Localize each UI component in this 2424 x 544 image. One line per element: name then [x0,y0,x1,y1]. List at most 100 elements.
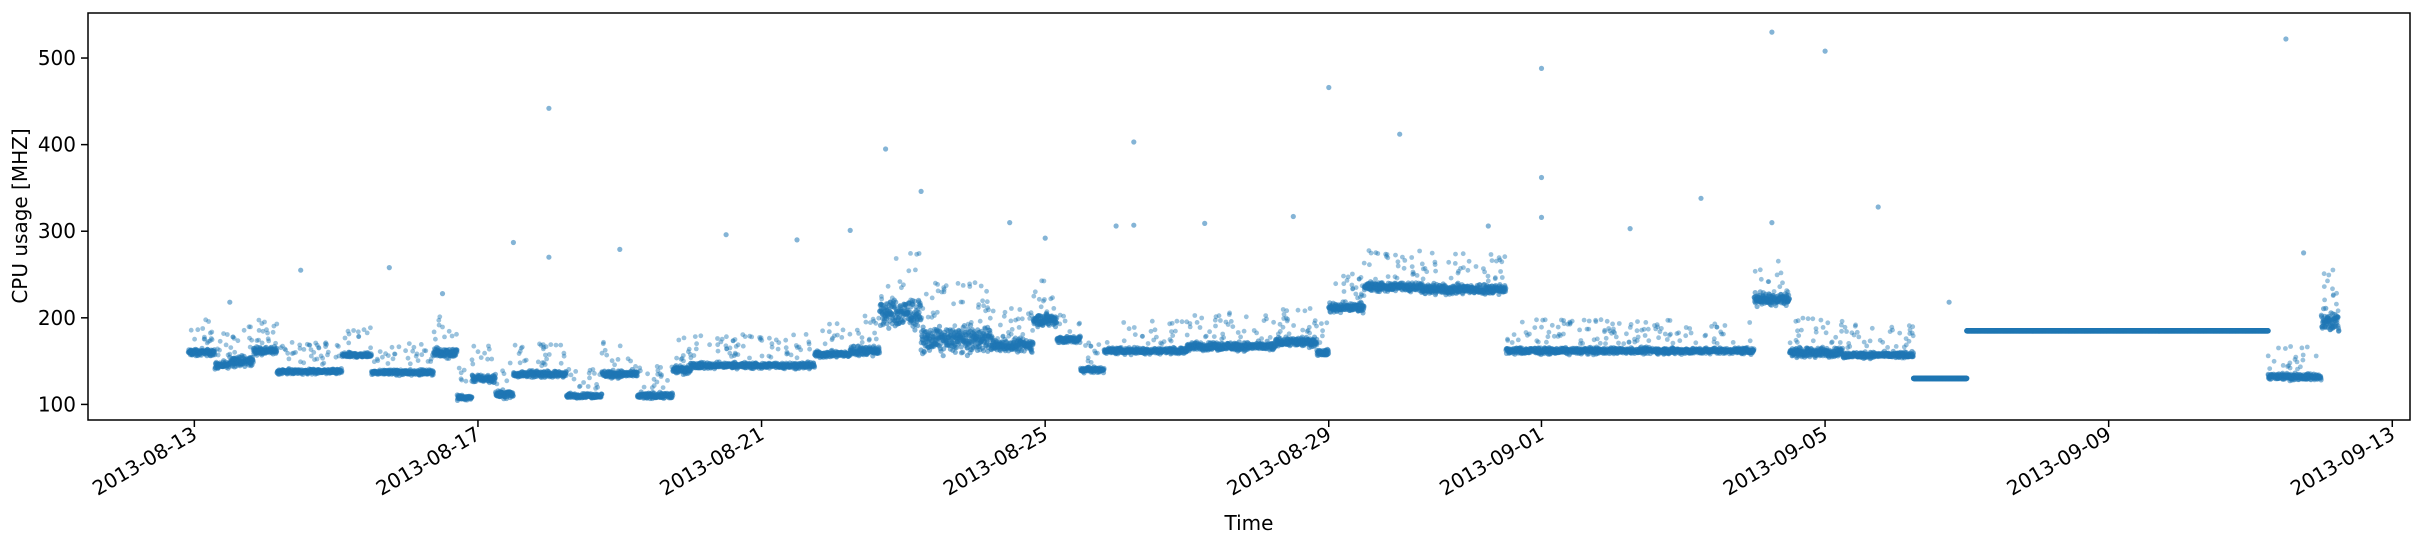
data-point [735,352,741,357]
data-point [1042,297,1047,302]
data-point [535,359,541,365]
data-point [224,332,230,337]
data-point [204,340,210,346]
data-point [1267,335,1273,340]
data-point [628,358,633,364]
data-point [415,358,421,363]
data-point [482,350,487,356]
data-point [431,329,437,335]
data-point [355,329,361,335]
data-point [475,349,481,355]
data-point [742,334,748,339]
data-point [209,337,215,343]
data-point [368,345,373,351]
data-point [921,349,927,355]
data-point [320,355,325,361]
data-point [192,336,198,342]
data-point [727,345,733,351]
data-point [561,353,567,359]
data-point [437,314,443,320]
data-point [960,299,966,305]
data-point [923,291,929,297]
data-point [368,325,373,331]
data-point [806,341,812,347]
data-point [301,360,307,366]
data-point [577,383,583,389]
data-point [783,337,789,343]
data-point [351,328,356,333]
data-point [951,301,956,307]
data-point [1038,304,1044,310]
data-point [859,340,865,345]
data-point [1241,328,1247,334]
data-point [1284,308,1290,314]
data-point [223,342,229,348]
data-point [847,331,853,337]
data-point [469,394,475,400]
data-point [273,340,278,346]
data-point [873,320,879,326]
data-point [1140,333,1145,339]
data-point [289,340,295,345]
data-point [1207,329,1212,335]
data-point [693,346,699,352]
data-point [641,384,647,390]
data-point [984,288,989,294]
data-point [735,342,741,348]
data-point [680,353,686,358]
data-point [936,323,943,329]
data-point [1077,320,1082,326]
data-point [840,327,846,333]
data-point [517,360,523,366]
data-point [955,281,961,286]
data-point [228,345,234,350]
data-point [783,345,789,351]
data-point [1051,306,1057,311]
data-point [1030,340,1036,346]
data-point [1194,320,1200,325]
data-point [681,358,686,364]
data-point [542,362,548,367]
data-point [301,347,307,352]
data-point [916,309,922,316]
data-point [501,371,507,377]
data-point [617,343,623,349]
data-point [1243,314,1249,320]
data-point [901,282,906,288]
data-points [185,29,2342,403]
data-point [1019,316,1025,322]
data-point [492,371,498,377]
data-point [934,309,940,315]
data-point [385,361,391,366]
data-point [1264,316,1269,322]
data-point [1077,334,1083,340]
data-point [1121,338,1127,344]
data-point [759,353,765,359]
data-point [749,334,755,340]
data-point [566,367,572,372]
data-point [285,350,291,356]
data-point [461,367,467,373]
data-point [768,354,774,360]
data-point [423,348,429,354]
data-point [1057,321,1063,327]
data-point [1254,330,1259,336]
data-point [256,328,262,333]
data-point [1001,313,1007,319]
data-point [504,378,510,384]
data-point [231,336,237,341]
data-point [548,342,554,347]
data-point [960,349,966,355]
data-point [1170,333,1176,338]
data-point [221,331,227,336]
data-point [769,344,775,350]
data-point [1216,313,1222,319]
data-point [396,344,402,350]
data-point [456,365,462,371]
data-point [1020,332,1026,337]
data-point [235,338,241,344]
data-point [270,329,276,335]
data-point [256,337,261,343]
data-point [732,337,738,342]
data-point [654,379,660,385]
